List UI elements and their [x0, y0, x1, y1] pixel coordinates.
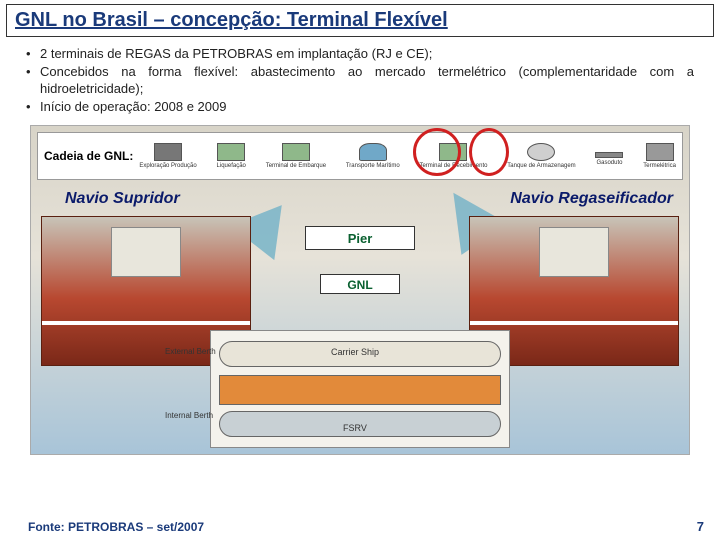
lng-chain-strip: Cadeia de GNL: Exploração Produção Lique… [37, 132, 683, 180]
chain-shipping: Transporte Marítimo [346, 143, 400, 169]
chain-exploration: Exploração Produção [139, 143, 196, 169]
ship-waterline-icon [470, 321, 678, 325]
external-berth-label: External Berth [165, 347, 216, 356]
chain-export-terminal: Terminal de Embarque [266, 143, 326, 169]
ship-icon [359, 143, 387, 161]
plant-icon [217, 143, 245, 161]
plan-view-diagram: External Berth Internal Berth Carrier Sh… [210, 330, 510, 448]
pier-shape [219, 375, 501, 405]
chain-powerplant: Termelétrica [643, 143, 676, 169]
pipeline-icon [595, 152, 623, 158]
title-bar: GNL no Brasil – concepção: Terminal Flex… [6, 4, 714, 37]
bullet-list: 2 terminais de REGAS da PETROBRAS em imp… [26, 45, 694, 115]
chain-pipeline: Gasoduto [595, 146, 623, 166]
bullet-item: Concebidos na forma flexível: abastecime… [26, 63, 694, 98]
ship-waterline-icon [42, 321, 250, 325]
carrier-ship-label: Carrier Ship [331, 347, 379, 357]
terminal-icon [282, 143, 310, 161]
tank-icon [527, 143, 555, 161]
bullet-item: 2 terminais de REGAS da PETROBRAS em imp… [26, 45, 694, 63]
chain-liquefaction: Liquefação [217, 143, 246, 169]
regas-ship-label: Navio Regaseificador [510, 190, 673, 208]
highlight-ring-icon [469, 128, 509, 176]
powerplant-icon [646, 143, 674, 161]
bullet-item: Início de operação: 2008 e 2009 [26, 98, 694, 116]
pier-label: Pier [305, 226, 415, 250]
chain-storage: Tanque de Armazenagem [507, 143, 575, 169]
page-title: GNL no Brasil – concepção: Terminal Flex… [15, 9, 448, 31]
ship-superstructure-icon [111, 227, 181, 277]
highlight-ring-icon [413, 128, 461, 176]
fsrv-label: FSRV [343, 423, 367, 433]
page-number: 7 [697, 519, 704, 534]
internal-berth-label: Internal Berth [165, 411, 213, 420]
ship-superstructure-icon [539, 227, 609, 277]
rig-icon [154, 143, 182, 161]
gnl-label: GNL [320, 274, 400, 294]
supplier-ship-label: Navio Supridor [65, 190, 180, 208]
footer: Fonte: PETROBRAS – set/2007 7 [28, 519, 704, 534]
source-text: Fonte: PETROBRAS – set/2007 [28, 520, 204, 534]
diagram-area: Cadeia de GNL: Exploração Produção Lique… [30, 125, 690, 455]
chain-items: Exploração Produção Liquefação Terminal … [139, 143, 676, 169]
chain-label: Cadeia de GNL: [44, 149, 133, 163]
